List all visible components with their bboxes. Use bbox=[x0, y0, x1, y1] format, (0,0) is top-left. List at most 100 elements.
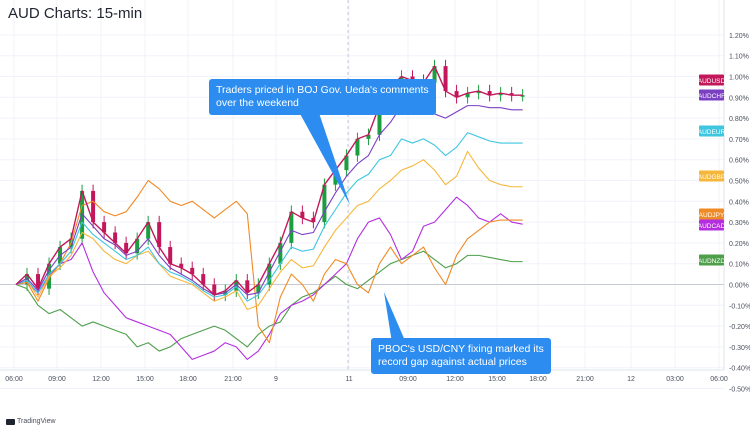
tradingview-icon bbox=[6, 418, 15, 425]
last-label-audjpy[interactable]: AUDJPY bbox=[699, 208, 725, 220]
y-tick-label: -0.40% bbox=[729, 366, 750, 373]
y-tick-label: 0.70% bbox=[729, 137, 749, 144]
x-tick-label: 11 bbox=[345, 376, 352, 383]
y-tick-label: 0.10% bbox=[729, 262, 749, 269]
candle-body bbox=[520, 95, 525, 97]
candle-body bbox=[410, 76, 415, 81]
callout-pboc-text: PBOC's USD/CNY fixing marked its record … bbox=[378, 343, 544, 368]
x-tick-label: 12:00 bbox=[92, 376, 110, 383]
last-label-bg bbox=[699, 254, 724, 266]
last-label-bg bbox=[699, 125, 724, 137]
y-tick-label: 0.60% bbox=[729, 158, 749, 165]
y-axis: 1.20% 1.10% 1.00% 0.90% 0.80% 0.70% 0.60% 0.50%… bbox=[729, 33, 750, 394]
candle-body bbox=[245, 280, 250, 293]
x-tick-label: 06:00 bbox=[710, 376, 728, 383]
last-label-text: AUDJPY bbox=[699, 212, 725, 219]
x-tick-label: 18:00 bbox=[179, 376, 197, 383]
last-label-audcad[interactable]: AUDCAD bbox=[698, 219, 726, 231]
x-tick-label: 21:00 bbox=[224, 376, 242, 383]
candle-body bbox=[509, 93, 514, 96]
x-tick-label: 15:00 bbox=[136, 376, 154, 383]
last-label-bg bbox=[699, 74, 724, 86]
candle-body bbox=[355, 138, 360, 156]
y-tick-label: 0.50% bbox=[729, 179, 749, 186]
series-line-audjpy bbox=[15, 179, 523, 344]
last-label-audgbp[interactable]: AUDGBP bbox=[698, 170, 725, 182]
callout-boj-note: Traders priced in BOJ Gov. Ueda's commen… bbox=[209, 79, 436, 115]
y-tick-label: -0.30% bbox=[729, 345, 750, 352]
y-tick-label: -0.10% bbox=[729, 303, 750, 310]
last-label-text: AUDGBP bbox=[698, 174, 725, 181]
x-tick-label: 18:00 bbox=[529, 376, 547, 383]
candle-body bbox=[476, 91, 481, 94]
last-label-text: AUDCHF bbox=[698, 93, 725, 100]
last-label-audnzd[interactable]: AUDNZD bbox=[698, 254, 725, 266]
series-line-audusd bbox=[15, 65, 523, 296]
callout-boj-text: Traders priced in BOJ Gov. Ueda's commen… bbox=[216, 84, 429, 109]
candle-body bbox=[344, 155, 349, 171]
callout-pboc-note: PBOC's USD/CNY fixing marked its record … bbox=[371, 338, 551, 374]
candle-body bbox=[190, 267, 195, 275]
x-axis: 06:00 09:00 12:00 15:00 18:00 21:00 9 11 09:00 12… bbox=[0, 0, 728, 383]
candle-body bbox=[498, 93, 503, 96]
y-tick-label: 0.20% bbox=[729, 241, 749, 248]
candle-body bbox=[124, 242, 129, 254]
y-tick-label: 1.00% bbox=[729, 75, 749, 82]
y-tick-label: 0.40% bbox=[729, 199, 749, 206]
candle-body bbox=[168, 247, 173, 264]
last-label-bg bbox=[699, 170, 724, 182]
candle-body bbox=[278, 242, 283, 264]
y-tick-label: 0.00% bbox=[729, 283, 749, 290]
candle-body bbox=[212, 284, 217, 295]
x-tick-label: 09:00 bbox=[48, 376, 66, 383]
candle-body bbox=[234, 280, 239, 291]
grid bbox=[0, 0, 724, 389]
series-lines bbox=[15, 65, 523, 360]
last-label-audchf[interactable]: AUDCHF bbox=[698, 89, 725, 101]
candle-body bbox=[432, 66, 437, 83]
y-tick-label: 0.90% bbox=[729, 95, 749, 102]
last-label-text: AUDNZD bbox=[698, 258, 725, 265]
last-label-bg bbox=[699, 89, 724, 101]
series-line-audcad bbox=[15, 196, 523, 360]
y-tick-label: -0.20% bbox=[729, 324, 750, 331]
y-tick-label: 1.10% bbox=[729, 54, 749, 61]
candle-body bbox=[487, 91, 492, 96]
series-line-audgbp bbox=[15, 150, 523, 311]
candle-body bbox=[256, 284, 261, 293]
series-last-labels[interactable]: AUDUSD AUDCHF AUDEUR AUDGBP AUDJPY AUDCAD AUDN… bbox=[698, 74, 726, 266]
y-tick-label: -0.50% bbox=[729, 387, 750, 394]
callout-pointers bbox=[298, 110, 406, 343]
candle-body bbox=[157, 222, 162, 248]
y-tick-label: 0.30% bbox=[729, 220, 749, 227]
series-line-audchf bbox=[15, 105, 523, 296]
candle-body bbox=[289, 211, 294, 243]
candle-body bbox=[25, 274, 30, 285]
callout-1-pointer bbox=[298, 110, 350, 205]
chart-title: AUD Charts: 15-min bbox=[8, 5, 143, 22]
x-tick-label: 12:00 bbox=[446, 376, 464, 383]
last-label-audeur[interactable]: AUDEUR bbox=[698, 125, 726, 137]
series-line-audnzd bbox=[15, 250, 523, 352]
last-label-text: AUDUSD bbox=[698, 78, 726, 85]
last-label-text: AUDCAD bbox=[698, 223, 726, 230]
last-label-audusd[interactable]: AUDUSD bbox=[698, 74, 726, 86]
candle-body bbox=[267, 263, 272, 285]
x-tick-label: 9 bbox=[274, 376, 278, 383]
x-tick-label: 21:00 bbox=[576, 376, 594, 383]
candle-body bbox=[300, 211, 305, 218]
candle-body bbox=[201, 274, 206, 285]
last-label-text: AUDEUR bbox=[698, 129, 726, 136]
candle-body bbox=[322, 184, 327, 223]
last-label-bg bbox=[699, 219, 724, 231]
candle-body bbox=[377, 105, 382, 135]
candle-body bbox=[102, 222, 107, 233]
candle-body bbox=[179, 263, 184, 268]
tradingview-logo[interactable]: TradingView bbox=[6, 418, 56, 425]
x-tick-label: 15:00 bbox=[488, 376, 506, 383]
candle-body bbox=[366, 134, 371, 139]
candle-body bbox=[91, 190, 96, 223]
candle-body bbox=[113, 232, 118, 243]
tradingview-wordmark: TradingView bbox=[17, 418, 56, 425]
